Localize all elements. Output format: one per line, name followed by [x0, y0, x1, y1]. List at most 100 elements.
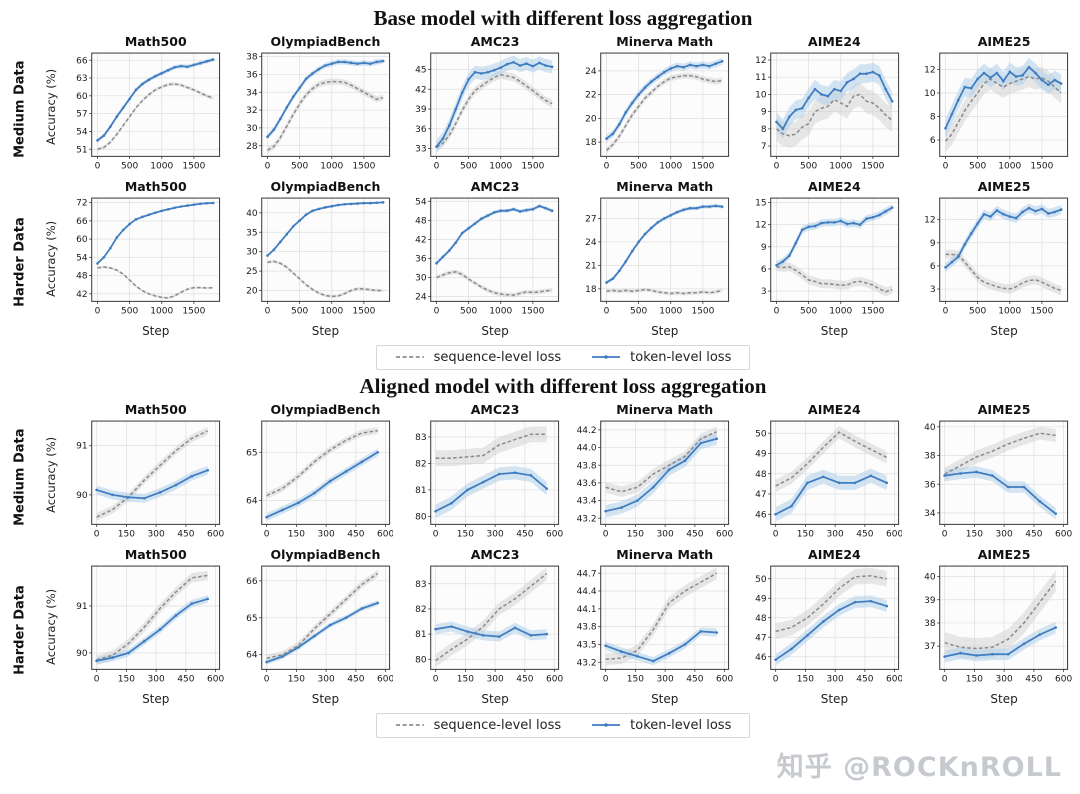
x-tick-label: 150 [966, 674, 983, 684]
x-tick-label: 500 [291, 162, 308, 172]
token-marker [454, 107, 458, 111]
y-tick-label: 34 [246, 88, 258, 98]
x-tick-label: 300 [317, 529, 334, 539]
token-marker [141, 82, 144, 86]
plot-border [91, 420, 221, 525]
series-sequence-line [605, 572, 718, 660]
series-sequence-line [775, 574, 887, 632]
y-tick-label: 21 [585, 261, 596, 271]
chart-plot: 46 47 48 49 50 0 150 300 450 600 [755, 565, 903, 684]
token-marker [630, 101, 634, 105]
token-marker [291, 95, 295, 99]
token-marker [519, 64, 522, 67]
chart-title: Math500 [124, 546, 187, 562]
y-tick-label: 10 [755, 90, 767, 100]
y-tick-label: 36 [415, 254, 427, 264]
figure-groups: Base model with different loss aggregati… [8, 6, 1072, 738]
chart-cell: OlympiadBench 28 30 32 34 36 38 0 500 1000 1500 [230, 34, 394, 179]
x-tick-label: 0 [263, 529, 269, 539]
chart-plot: 64 65 0 150 300 450 600 [246, 420, 394, 539]
x-tick-label: 0 [942, 674, 948, 684]
x-axis-label: Step [651, 691, 679, 706]
series-sequence-line [267, 260, 383, 298]
series-token-line [605, 630, 717, 662]
x-tick-label: 600 [546, 674, 563, 684]
x-tick-label: 1500 [691, 162, 714, 172]
y-axis-label: Accuracy (%) [44, 68, 58, 145]
x-tick-label: 600 [886, 674, 903, 684]
token-marker [111, 655, 114, 659]
row-label: Medium Data [12, 428, 28, 526]
chart-cell: Math500 90 91 0 150 300 450 600 [60, 402, 223, 547]
chart-plot: 37 38 39 40 0 150 300 450 600 [924, 565, 1072, 684]
y-tick-label: 37 [924, 642, 935, 652]
y-tick-label: 50 [755, 429, 767, 439]
x-tick-label: 600 [377, 529, 394, 539]
token-marker [819, 221, 823, 225]
token-marker [813, 224, 816, 228]
token-marker [349, 202, 353, 206]
chart-group: Aligned model with different loss aggreg… [8, 374, 1072, 738]
sequence-confidence-band [605, 426, 717, 497]
chart-cell: Minerva Math 43.2 43.5 43.8 44.1 44.4 44.7 0 150… [569, 547, 733, 707]
token-marker [111, 493, 114, 496]
x-tick-label: 600 [546, 529, 563, 539]
token-marker [362, 61, 365, 65]
token-marker [525, 62, 529, 65]
x-axis-label: Step [651, 323, 679, 338]
token-marker [355, 202, 359, 205]
token-marker [264, 660, 268, 664]
token-marker [264, 515, 268, 519]
token-confidence-band [776, 62, 892, 139]
y-tick-label: 24 [585, 67, 597, 77]
series-layer [96, 201, 215, 300]
legend-item-sequence: sequence-level loss [395, 350, 561, 365]
token-marker [480, 72, 484, 75]
x-tick-label: 600 [1055, 674, 1072, 684]
series-token-line [605, 437, 717, 512]
token-marker [147, 213, 151, 216]
token-marker [975, 653, 979, 657]
y-tick-label: 66 [246, 577, 258, 587]
chart-title: AIME25 [977, 546, 1031, 562]
token-marker [174, 613, 178, 617]
chart-row: Medium Data Accuracy (%) Math500 51 54 57 60 63… [8, 34, 1072, 179]
token-marker [317, 67, 320, 71]
chart-cell: AIME24 3 6 9 12 15 0 500 1000 1500 Step [739, 179, 903, 339]
y-tick-label: 63 [76, 74, 87, 84]
token-marker [102, 255, 106, 259]
x-axis-label: Step [481, 691, 509, 706]
series-sequence-line [605, 430, 718, 493]
token-marker [1015, 216, 1018, 220]
token-marker [821, 475, 825, 478]
token-marker [474, 70, 477, 74]
plot-border [260, 420, 390, 525]
series-layer [773, 425, 888, 522]
y-tick-label: 54 [76, 128, 88, 138]
y-tick-label: 54 [415, 197, 427, 207]
token-marker [773, 512, 777, 516]
token-marker [620, 649, 623, 653]
sequence-confidence-band [267, 259, 383, 298]
x-tick-label: 0 [943, 162, 949, 172]
token-marker [128, 222, 131, 226]
token-marker [1008, 70, 1012, 74]
chart-plot: 51 54 57 60 63 66 0 500 1000 1500 [76, 52, 221, 172]
token-marker [296, 501, 300, 504]
token-marker [186, 204, 189, 207]
y-tick-label: 27 [585, 214, 596, 224]
token-marker [134, 88, 138, 92]
token-marker [774, 263, 778, 267]
y-tick-label: 10 [924, 89, 936, 99]
token-marker [787, 115, 791, 119]
y-tick-label: 33 [415, 145, 426, 155]
sequence-confidence-band [776, 262, 892, 297]
token-marker [637, 240, 640, 244]
token-marker [688, 63, 692, 67]
x-tick-label: 1000 [320, 307, 343, 317]
series-layer [944, 203, 1063, 296]
token-marker [890, 206, 894, 209]
series-layer [434, 566, 549, 667]
series-layer [96, 57, 215, 152]
token-marker [529, 633, 533, 637]
